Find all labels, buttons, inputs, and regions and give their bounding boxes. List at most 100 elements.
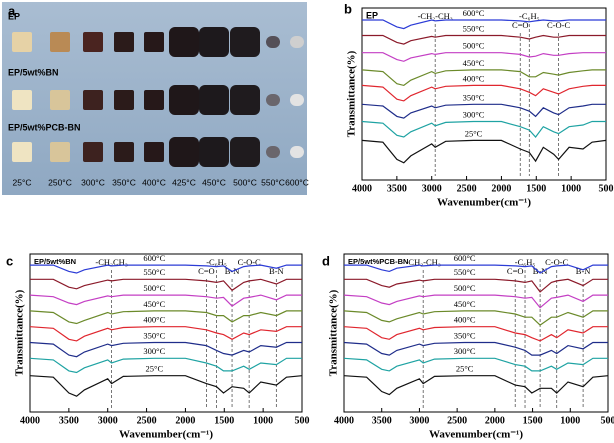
annotation: C-O-C: [547, 20, 570, 30]
sample: [199, 85, 229, 115]
chart: d EP/5wt%PCB-BN 4000 3500 3000 2500 2000 1500 10…: [322, 253, 614, 441]
curve-label: 350°C: [454, 330, 476, 340]
x-tick-label: 2000: [491, 183, 511, 194]
sample: [169, 137, 199, 167]
temperature-label: 425°C: [172, 177, 196, 187]
temperature-label: 500°C: [233, 177, 257, 187]
curve-label: 500°C: [143, 283, 165, 293]
temperature-label: 350°C: [112, 177, 136, 187]
spectrum: [361, 84, 606, 102]
x-tick-label: 1000: [561, 183, 581, 194]
x-tick-label: 3000: [422, 183, 442, 194]
chart-title: EP/5wt%BN: [34, 257, 76, 266]
sample: [199, 137, 229, 167]
temperature-label: 600°C: [285, 177, 309, 187]
sample: [50, 142, 70, 162]
curve-label: 600°C: [463, 8, 485, 18]
curve-label: 450°C: [143, 299, 165, 309]
x-axis-label: Wavenumber(cm⁻¹): [119, 429, 213, 441]
x-tick-label: 2000: [485, 415, 505, 426]
temperature-label: 25°C: [13, 177, 32, 187]
temperature-label: 550°C: [261, 177, 285, 187]
row-label: EP/5wt%BN: [8, 67, 59, 77]
curve-label: 450°C: [454, 299, 476, 309]
annotation: -C₆H₅: [515, 257, 536, 267]
panel-label: c: [6, 253, 13, 268]
spectrum: [343, 357, 608, 372]
x-tick-label: 1500: [526, 183, 546, 194]
y-axis-label: Transmittance(%): [14, 289, 26, 376]
sample: [169, 85, 199, 115]
temperature-label: 300°C: [81, 177, 105, 187]
x-tick-label: 1000: [560, 415, 580, 426]
sample: [12, 32, 32, 52]
spectrum: [344, 278, 608, 293]
spectrum: [30, 278, 302, 292]
curve-label: 300°C: [463, 109, 485, 119]
curve-label: 25°C: [146, 364, 164, 374]
sample: [144, 142, 164, 162]
annotation: -C₆H₅: [206, 257, 227, 267]
spectrum: [343, 294, 608, 309]
panel-label: b: [344, 1, 352, 16]
annotation: C-O-C: [545, 257, 568, 267]
sample: [290, 146, 304, 158]
curve-label: 600°C: [143, 253, 165, 263]
x-tick-label: 3500: [59, 415, 79, 426]
sample: [83, 142, 103, 162]
x-tick-label: 2500: [137, 415, 157, 426]
sample: [266, 36, 280, 48]
curve-label: 300°C: [143, 346, 165, 356]
spectrum: [343, 310, 608, 326]
x-tick-label: 4000: [334, 415, 354, 426]
temperature-label: 250°C: [48, 177, 72, 187]
curve-label: 25°C: [456, 364, 474, 374]
sample: [230, 85, 260, 115]
annotation: C=O: [198, 266, 215, 276]
annotation: C=O: [507, 266, 524, 276]
curve-label: 25°C: [465, 128, 483, 138]
curve-label: 400°C: [454, 315, 476, 325]
spectrum: [344, 264, 608, 274]
curve-label: 300°C: [454, 346, 476, 356]
sample: [266, 94, 280, 106]
curve-label: 550°C: [143, 267, 165, 277]
sample: [83, 90, 103, 110]
chart: c EP/5wt%BN 4000 3500 3000 2500 2000 1500 1000 50…: [6, 253, 310, 441]
spectrum: [343, 326, 608, 342]
x-tick-label: 2000: [175, 415, 195, 426]
x-axis-label: Wavenumber(cm⁻¹): [437, 197, 531, 209]
spectrum: [361, 69, 606, 87]
sample: [83, 32, 103, 52]
annotation: B-N: [576, 266, 591, 276]
sample: [266, 146, 280, 158]
x-tick-label: 1000: [253, 415, 273, 426]
spectrum: [29, 326, 302, 342]
x-tick-label: 2500: [447, 415, 467, 426]
spectrum: [343, 375, 609, 396]
panel-label: d: [322, 253, 330, 268]
spectrum: [29, 375, 303, 397]
x-tick-label: 3500: [372, 415, 392, 426]
sample: [114, 90, 134, 110]
spectrum: [30, 264, 302, 274]
sample: [144, 90, 164, 110]
x-tick-label: 500: [599, 183, 614, 194]
spectrum: [361, 103, 606, 119]
curve-label: 450°C: [463, 58, 485, 68]
temperature-label: 450°C: [202, 177, 226, 187]
annotation: B-N: [533, 266, 548, 276]
x-tick-label: 2500: [457, 183, 477, 194]
spectrum: [29, 294, 302, 307]
sample: [114, 142, 134, 162]
spectrum: [29, 341, 302, 358]
spectrum: [361, 120, 606, 138]
spectrum: [362, 52, 606, 62]
sample: [169, 27, 199, 57]
sample: [12, 90, 32, 110]
y-axis-label: Transmittance(%): [346, 50, 358, 137]
chart: b EP 4000 3500 3000 2500 2000 1500 1000 500 Wavenu…: [344, 1, 614, 208]
spectrum: [29, 310, 302, 325]
x-tick-label: 4000: [20, 415, 40, 426]
